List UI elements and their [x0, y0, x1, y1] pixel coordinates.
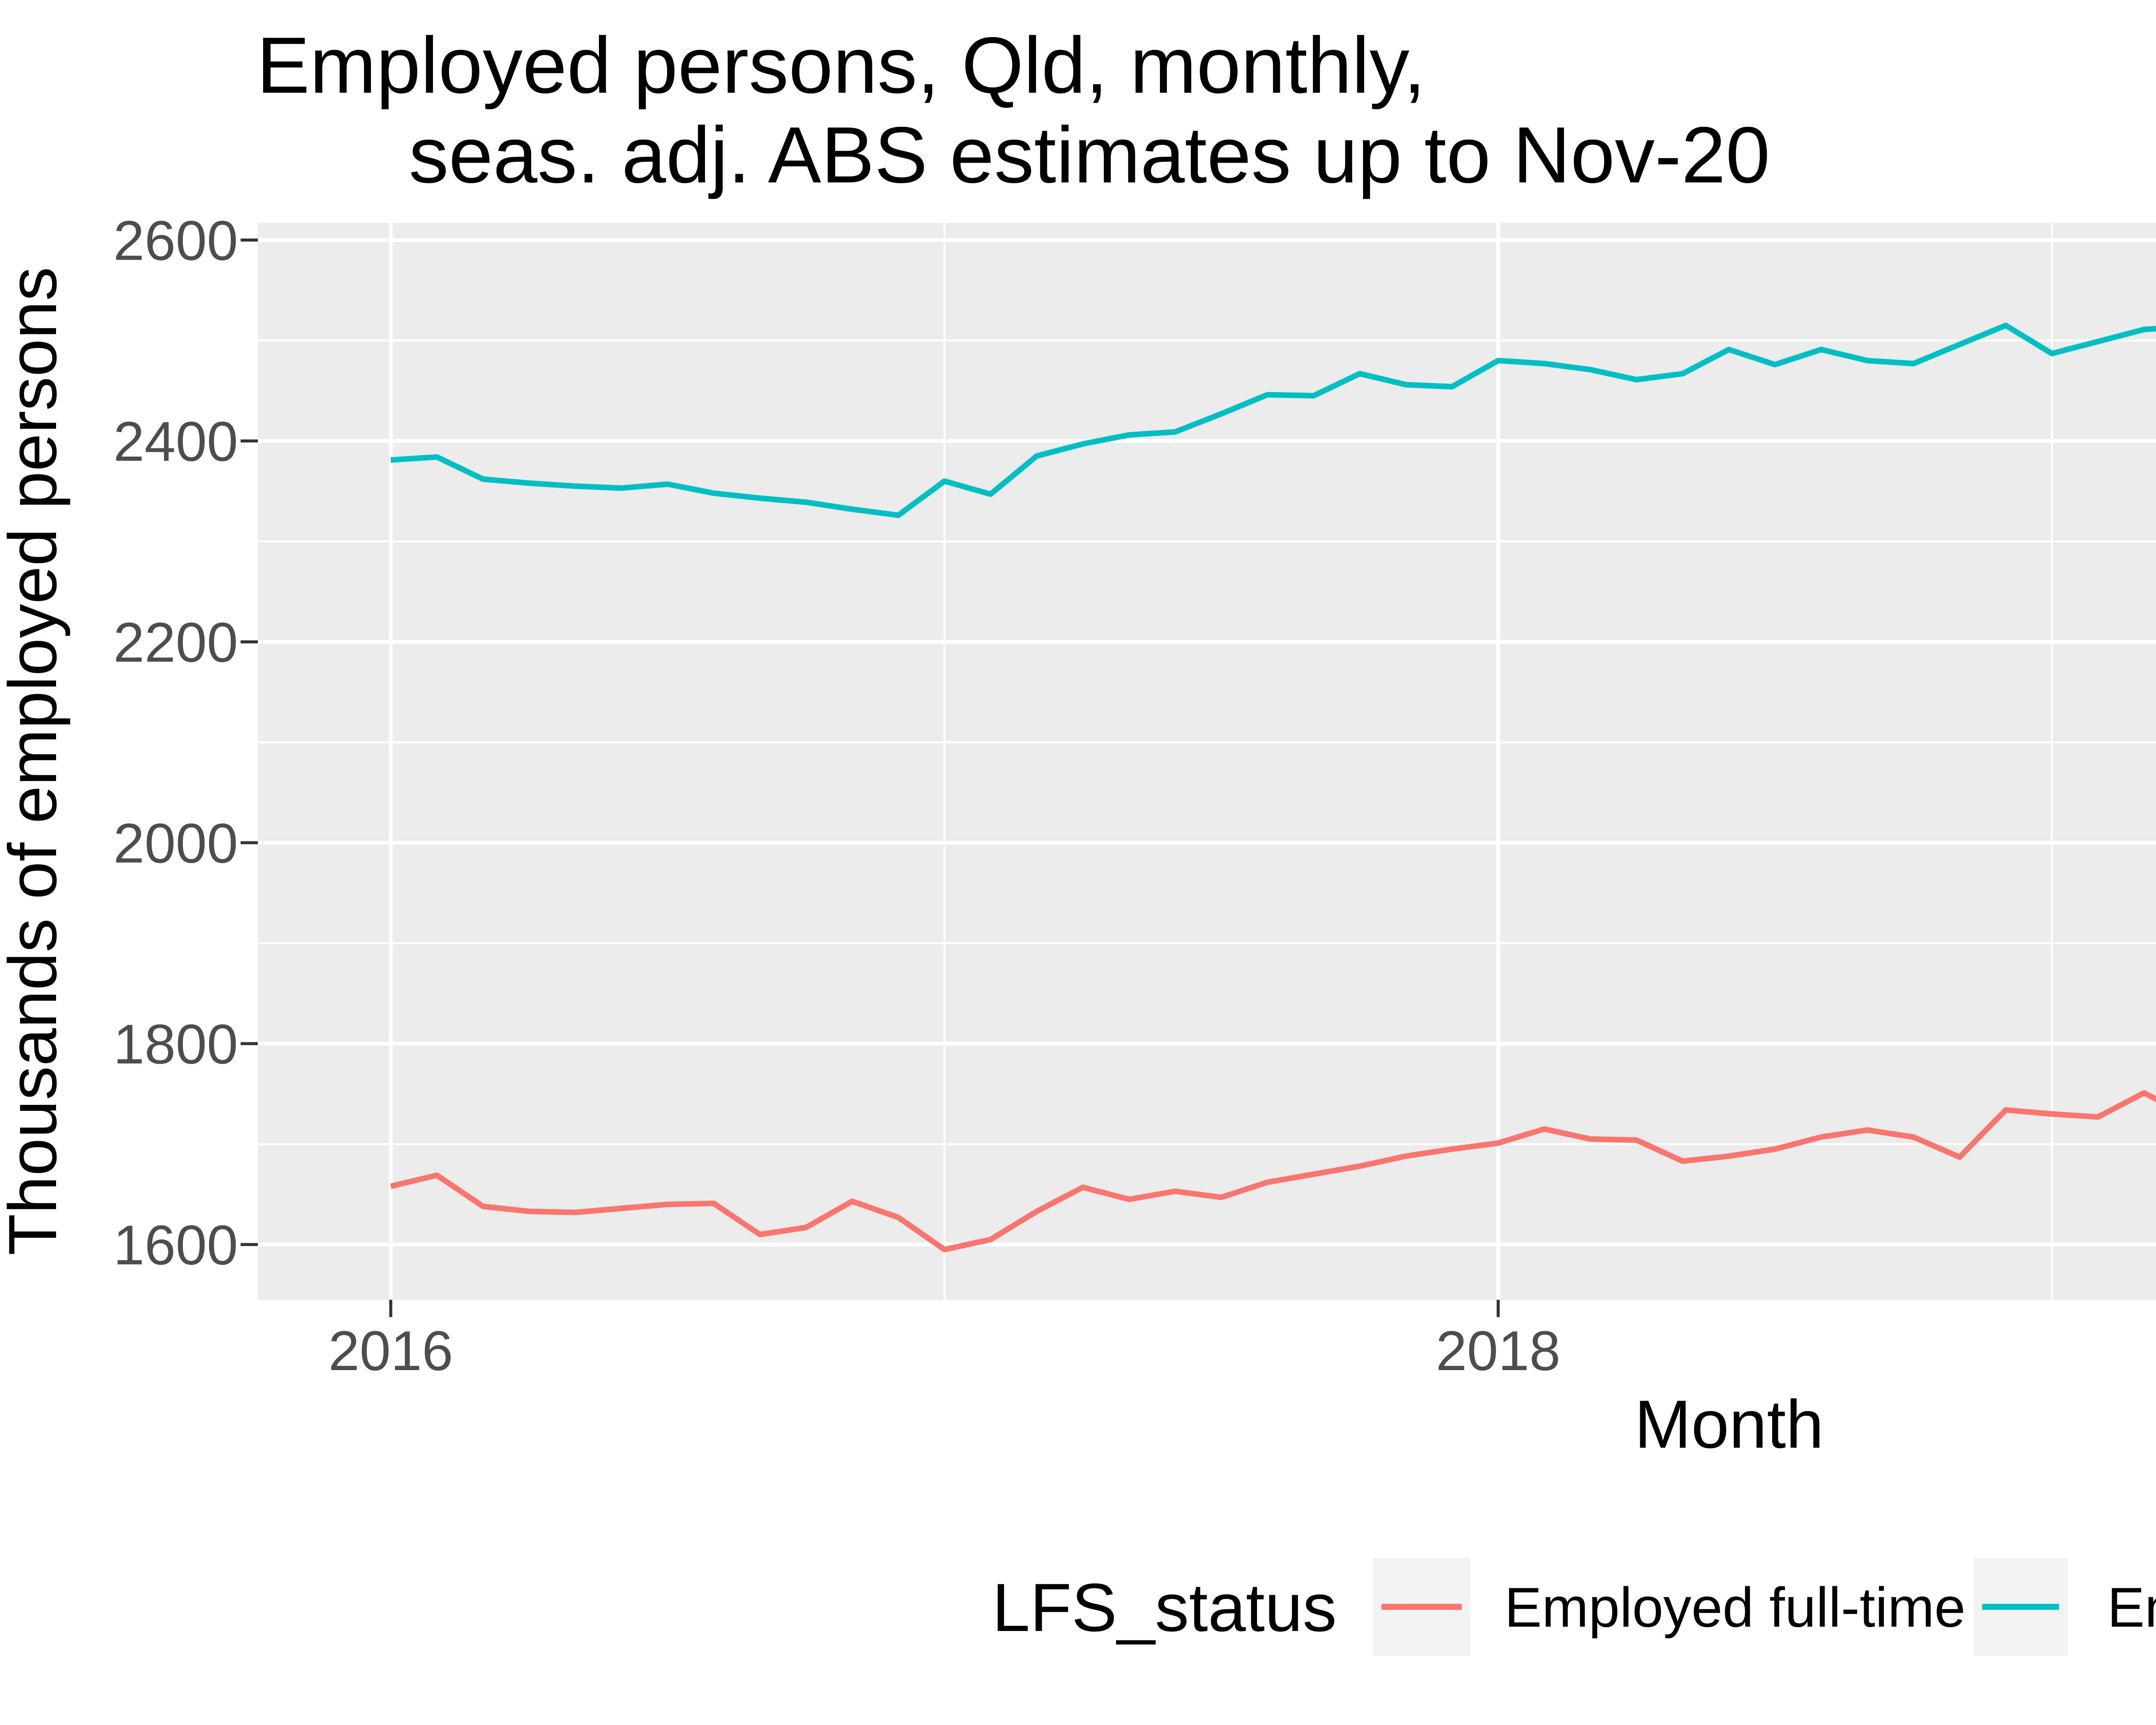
x-tick-label: 2016: [329, 1319, 453, 1382]
series-line-employed-full-time: [390, 1090, 2156, 1252]
plot-panel: [258, 223, 2156, 1300]
gridlines-minor: [258, 223, 2156, 1300]
legend-item-full-time: Employed full-time: [1373, 1558, 1965, 1656]
plot-title-line-1: Employed persons, Qld, monthly,: [257, 21, 1426, 110]
gridlines-major: [258, 223, 2156, 1300]
y-tick-label: 2400: [113, 410, 238, 473]
y-tick-label: 2600: [113, 209, 238, 272]
plot-title-line-2: seas. adj. ABS estimates up to Nov-20: [409, 111, 1770, 200]
axis-tick-marks: [241, 238, 1500, 1317]
y-tick-label: 1800: [113, 1013, 238, 1076]
legend-label-full-time: Employed full-time: [1504, 1576, 1965, 1639]
legend: LFS_status Employed full-time Employed t…: [992, 1558, 2156, 1656]
series-line-employed-total: [390, 323, 2156, 518]
x-axis-title: Month: [1634, 1386, 1824, 1462]
y-axis-tick-labels: 1600 1800 2000 2200 2400 2600: [113, 209, 238, 1276]
series-lines: [390, 323, 2156, 1252]
y-tick-label: 1600: [113, 1214, 238, 1276]
legend-item-total: Employed total: [1974, 1558, 2156, 1656]
y-tick-label: 2000: [113, 812, 238, 875]
legend-label-total: Employed total: [2107, 1576, 2156, 1639]
x-tick-label: 2018: [1436, 1319, 1561, 1382]
legend-title: LFS_status: [992, 1570, 1337, 1646]
y-tick-label: 2200: [113, 611, 238, 674]
y-axis-title: Thousands of employed persons: [0, 267, 71, 1255]
x-axis-tick-labels: 201620182020: [329, 1319, 1561, 1382]
